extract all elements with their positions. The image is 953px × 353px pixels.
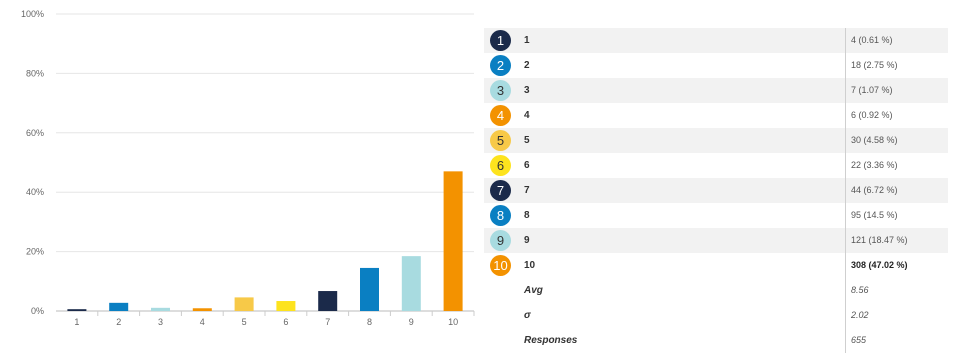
category-badge: 6: [490, 155, 511, 176]
table-row: 4 4 6 (0.92 %): [484, 103, 948, 128]
category-badge: 7: [490, 180, 511, 201]
x-tick-label: 10: [448, 317, 458, 327]
category-label: 8: [524, 210, 530, 221]
column-divider: [845, 278, 846, 303]
column-divider: [845, 128, 846, 153]
table-row: 10 10 308 (47.02 %): [484, 253, 948, 278]
category-label: 10: [524, 260, 536, 271]
x-tick-label: 6: [283, 317, 288, 327]
column-divider: [845, 78, 846, 103]
count-value: 7 (1.07 %): [851, 85, 893, 95]
bar: [276, 301, 296, 311]
count-value: 22 (3.36 %): [851, 160, 898, 170]
table-row: 1 1 4 (0.61 %): [484, 28, 948, 53]
x-tick-label: 4: [200, 317, 205, 327]
bar-chart: 0% 20% 40% 60% 80% 100% 1 2 3 4 5 6 7 8 9 10: [0, 0, 480, 345]
count-value: 308 (47.02 %): [851, 260, 908, 270]
y-tick-label: 40%: [26, 187, 44, 197]
category-badge: 1: [490, 30, 511, 51]
bar: [234, 297, 254, 311]
table-row: 2 2 18 (2.75 %): [484, 53, 948, 78]
y-tick-label: 20%: [26, 247, 44, 257]
x-tick-label: 9: [409, 317, 414, 327]
column-divider: [845, 328, 846, 353]
column-divider: [845, 103, 846, 128]
category-badge: 2: [490, 55, 511, 76]
category-label: 4: [524, 110, 530, 121]
bar: [109, 302, 129, 311]
count-value: 121 (18.47 %): [851, 235, 908, 245]
category-label: 3: [524, 85, 530, 96]
column-divider: [845, 253, 846, 278]
bar: [318, 291, 338, 311]
category-label: 5: [524, 135, 530, 146]
stat-value: 655: [851, 335, 867, 345]
column-divider: [845, 153, 846, 178]
category-label: 2: [524, 60, 530, 71]
x-tick-label: 3: [158, 317, 163, 327]
column-divider: [845, 28, 846, 53]
x-tick-label: 7: [325, 317, 330, 327]
column-divider: [845, 228, 846, 253]
count-value: 4 (0.61 %): [851, 35, 893, 45]
column-divider: [845, 203, 846, 228]
table-row: 3 3 7 (1.07 %): [484, 78, 948, 103]
y-tick-label: 100%: [21, 9, 44, 19]
table-row: 8 8 95 (14.5 %): [484, 203, 948, 228]
column-divider: [845, 178, 846, 203]
count-value: 30 (4.58 %): [851, 135, 898, 145]
y-tick-label: 60%: [26, 128, 44, 138]
bar: [360, 267, 379, 311]
category-label: 1: [524, 35, 530, 46]
category-label: 9: [524, 235, 530, 246]
chart-svg: 0% 20% 40% 60% 80% 100% 1 2 3 4 5 6 7 8 9 10: [21, 9, 475, 327]
results-table: 1 1 4 (0.61 %) 2 2 18 (2.75 %) 3 3 7 (1.07 %) 4 4 6…: [484, 28, 948, 353]
category-badge: 10: [490, 255, 511, 276]
category-badge: 3: [490, 80, 511, 101]
bar: [151, 307, 170, 311]
stat-row: Avg 8.56: [484, 278, 948, 303]
category-badge: 5: [490, 130, 511, 151]
bar: [67, 309, 87, 311]
x-tick-label: 5: [242, 317, 247, 327]
table-row: 7 7 44 (6.72 %): [484, 178, 948, 203]
stat-value: 2.02: [851, 310, 869, 320]
y-tick-label: 0%: [31, 306, 44, 316]
table-row: 5 5 30 (4.58 %): [484, 128, 948, 153]
x-tick-label: 2: [116, 317, 121, 327]
stat-row: Responses 655: [484, 328, 948, 353]
table-row: 9 9 121 (18.47 %): [484, 228, 948, 253]
category-badge: 9: [490, 230, 511, 251]
count-value: 95 (14.5 %): [851, 210, 898, 220]
stat-value: 8.56: [851, 285, 869, 295]
x-tick-label: 1: [74, 317, 79, 327]
bar: [443, 171, 463, 311]
x-tick-label: 8: [367, 317, 372, 327]
stat-label: σ: [524, 310, 531, 321]
column-divider: [845, 303, 846, 328]
column-divider: [845, 53, 846, 78]
stat-label: Avg: [524, 285, 543, 296]
count-value: 18 (2.75 %): [851, 60, 898, 70]
category-badge: 4: [490, 105, 511, 126]
category-badge: 8: [490, 205, 511, 226]
bar: [401, 256, 421, 311]
stat-label: Responses: [524, 335, 578, 346]
y-tick-label: 80%: [26, 68, 44, 78]
table-row: 6 6 22 (3.36 %): [484, 153, 948, 178]
category-label: 7: [524, 185, 530, 196]
bar: [192, 308, 212, 311]
stat-row: σ 2.02: [484, 303, 948, 328]
count-value: 6 (0.92 %): [851, 110, 893, 120]
category-label: 6: [524, 160, 530, 171]
count-value: 44 (6.72 %): [851, 185, 898, 195]
